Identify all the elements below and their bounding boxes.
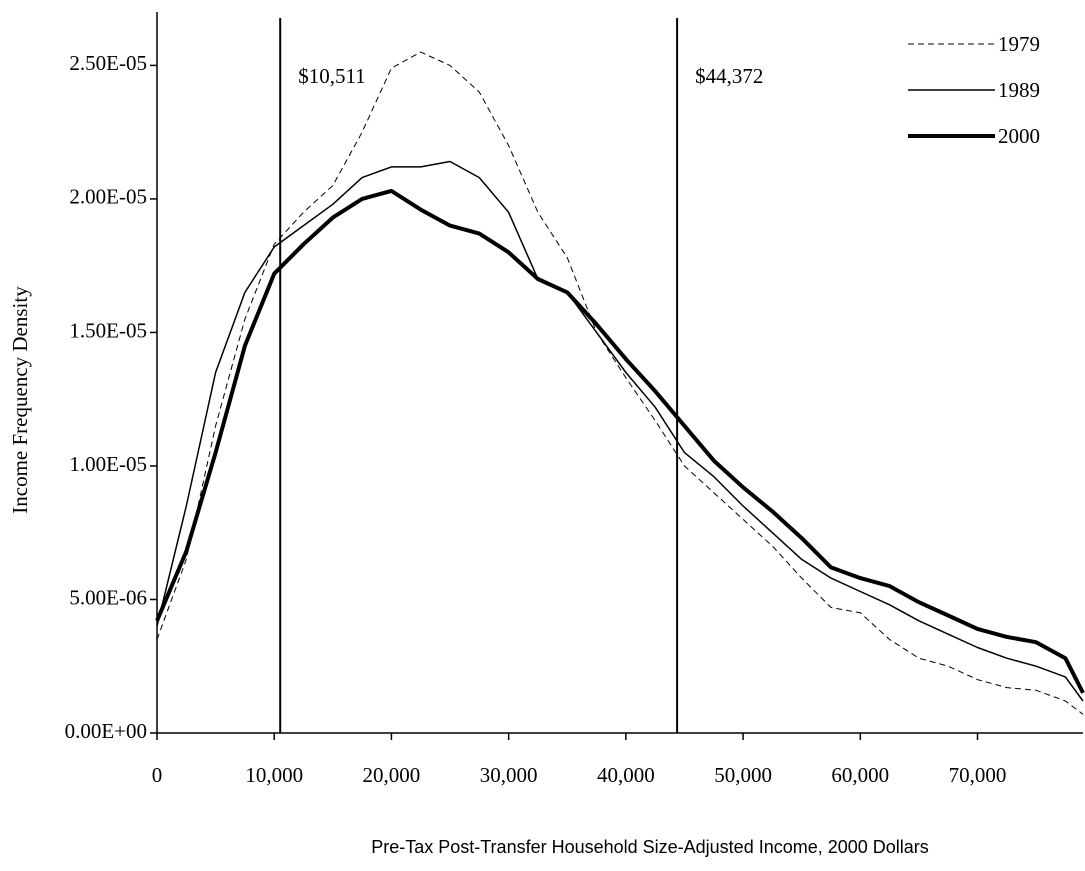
series-line (155, 188, 1085, 694)
legend-label: 2000 (998, 124, 1040, 148)
reference-label: $10,511 (298, 64, 365, 88)
y-tick-label: 1.00E-05 (69, 452, 147, 476)
x-tick-label: 10,000 (245, 763, 303, 787)
reference-label: $44,372 (695, 64, 763, 88)
y-tick-label: 0.00E+00 (65, 719, 147, 743)
x-tick-label: 40,000 (597, 763, 655, 787)
x-tick-label: 20,000 (363, 763, 421, 787)
x-tick-label: 60,000 (831, 763, 889, 787)
x-tick-label: 0 (152, 763, 163, 787)
x-tick-label: 30,000 (480, 763, 538, 787)
legend-label: 1989 (998, 78, 1040, 102)
y-axis-title: Income Frequency Density (8, 286, 32, 514)
legend-label: 1979 (998, 32, 1040, 56)
y-tick-label: 1.50E-05 (69, 318, 147, 342)
y-tick-label: 2.50E-05 (69, 51, 147, 75)
y-tick-label: 2.00E-05 (69, 185, 147, 209)
y-tick-label: 5.00E-06 (69, 585, 147, 609)
series-line (156, 51, 1084, 715)
x-axis-title: Pre-Tax Post-Transfer Household Size-Adj… (371, 837, 929, 857)
x-tick-label: 50,000 (714, 763, 772, 787)
series-line (156, 160, 1084, 702)
x-tick-label: 70,000 (949, 763, 1007, 787)
